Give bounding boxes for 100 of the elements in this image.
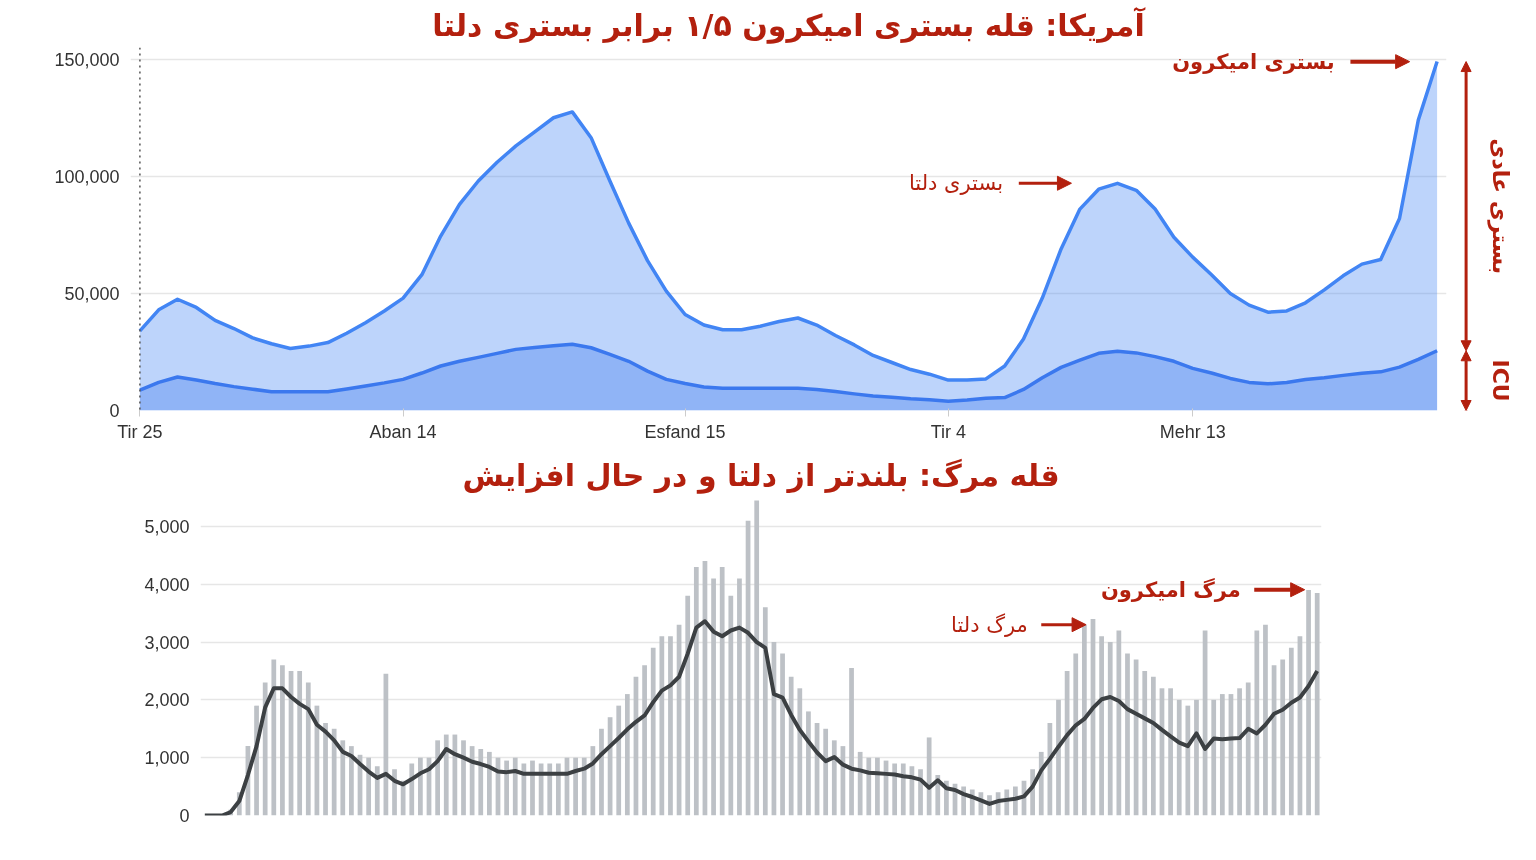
bar — [1116, 630, 1122, 816]
bar — [280, 665, 285, 816]
bar — [624, 694, 630, 816]
bar — [1125, 653, 1130, 816]
bar — [1219, 694, 1225, 816]
bar — [1254, 630, 1260, 816]
bar — [1176, 699, 1182, 816]
bar — [443, 734, 449, 816]
bar — [521, 763, 527, 816]
bar — [331, 728, 337, 816]
bar — [1245, 682, 1251, 816]
chart-title: قله مرگ: بلندتر از دلتا و در حال افزایش — [462, 457, 1060, 494]
bar — [1142, 670, 1148, 816]
bar — [1185, 705, 1191, 816]
bar — [642, 665, 647, 816]
bar — [555, 763, 561, 816]
bar — [780, 653, 785, 816]
bar — [599, 728, 604, 816]
y-tick-label: 4,000 — [144, 574, 190, 595]
bar — [857, 751, 863, 816]
bar — [1073, 653, 1079, 816]
y-tick-label: 100,000 — [54, 166, 120, 187]
bar — [340, 740, 346, 816]
bar — [366, 757, 372, 816]
bar — [762, 607, 768, 816]
bar — [461, 740, 466, 816]
bar — [616, 705, 622, 816]
bar — [728, 595, 734, 816]
bar — [1107, 642, 1113, 816]
bar — [435, 740, 441, 816]
annotation: بستری امیکرون — [1172, 49, 1335, 74]
bar — [478, 749, 484, 816]
bar — [849, 668, 854, 816]
bar — [1280, 659, 1286, 816]
bar — [323, 722, 328, 816]
bar — [754, 500, 760, 816]
bar — [297, 670, 303, 816]
annotation: مرگ امیکرون — [1100, 576, 1241, 602]
bar — [685, 595, 691, 816]
y-tick-label: 0 — [179, 806, 190, 826]
y-tick-label: 3,000 — [144, 632, 190, 653]
y-tick-label: 50,000 — [64, 283, 120, 304]
bar — [581, 757, 587, 816]
bar — [1237, 688, 1242, 816]
bar — [409, 763, 415, 816]
bar — [349, 746, 354, 816]
text: ICU — [1488, 359, 1513, 402]
bar — [573, 757, 578, 816]
bar — [1194, 699, 1199, 816]
bar — [806, 711, 811, 816]
x-tick-label: Mehr 13 — [1159, 421, 1226, 442]
bar — [1211, 699, 1217, 816]
x-tick-label: Esfand 15 — [644, 421, 726, 442]
bar — [668, 636, 673, 816]
y-tick-label: 0 — [109, 401, 120, 421]
bar — [1306, 590, 1311, 816]
bar — [892, 763, 898, 816]
bar — [374, 766, 380, 816]
bar — [797, 688, 803, 816]
x-tick-label: Tir 25 — [117, 421, 163, 442]
bar — [1056, 699, 1061, 816]
bar — [512, 757, 518, 816]
bar — [737, 578, 742, 816]
bar — [719, 566, 725, 816]
bar — [900, 763, 906, 816]
bar — [659, 636, 665, 816]
bar — [1099, 636, 1104, 816]
y-tick-label: 5,000 — [144, 516, 190, 537]
annotation: بستری دلتا — [908, 171, 1004, 196]
bar — [530, 760, 535, 816]
bar — [271, 659, 277, 816]
y-tick-label: 1,000 — [144, 748, 190, 769]
bar — [547, 763, 553, 816]
bar — [590, 746, 596, 816]
text: بستری عادی — [1487, 138, 1513, 275]
bar — [1263, 624, 1268, 816]
y-tick-label: 150,000 — [54, 49, 120, 70]
bar — [1150, 676, 1156, 816]
bar — [305, 682, 311, 816]
bar — [918, 769, 923, 816]
bar — [650, 647, 656, 816]
chart-title: آمریکا: قله بستری امیکرون ۱/۵ برابر بستری دلتا — [432, 6, 1146, 44]
bar — [1288, 647, 1294, 816]
bar — [875, 757, 880, 816]
bar — [711, 578, 716, 816]
bar — [1168, 688, 1173, 816]
annotation: مرگ دلتا — [951, 612, 1028, 637]
bar — [1314, 592, 1320, 816]
x-tick-label: Aban 14 — [369, 421, 437, 442]
bar — [504, 760, 509, 816]
bar — [866, 757, 872, 816]
bar — [788, 676, 794, 816]
x-tick-label: Tir 4 — [930, 421, 966, 442]
bar — [487, 751, 492, 816]
bar — [831, 740, 837, 816]
bar — [926, 737, 932, 816]
bar — [693, 566, 699, 816]
bar — [418, 757, 423, 816]
bar — [823, 728, 829, 816]
y-tick-label: 2,000 — [144, 690, 190, 711]
